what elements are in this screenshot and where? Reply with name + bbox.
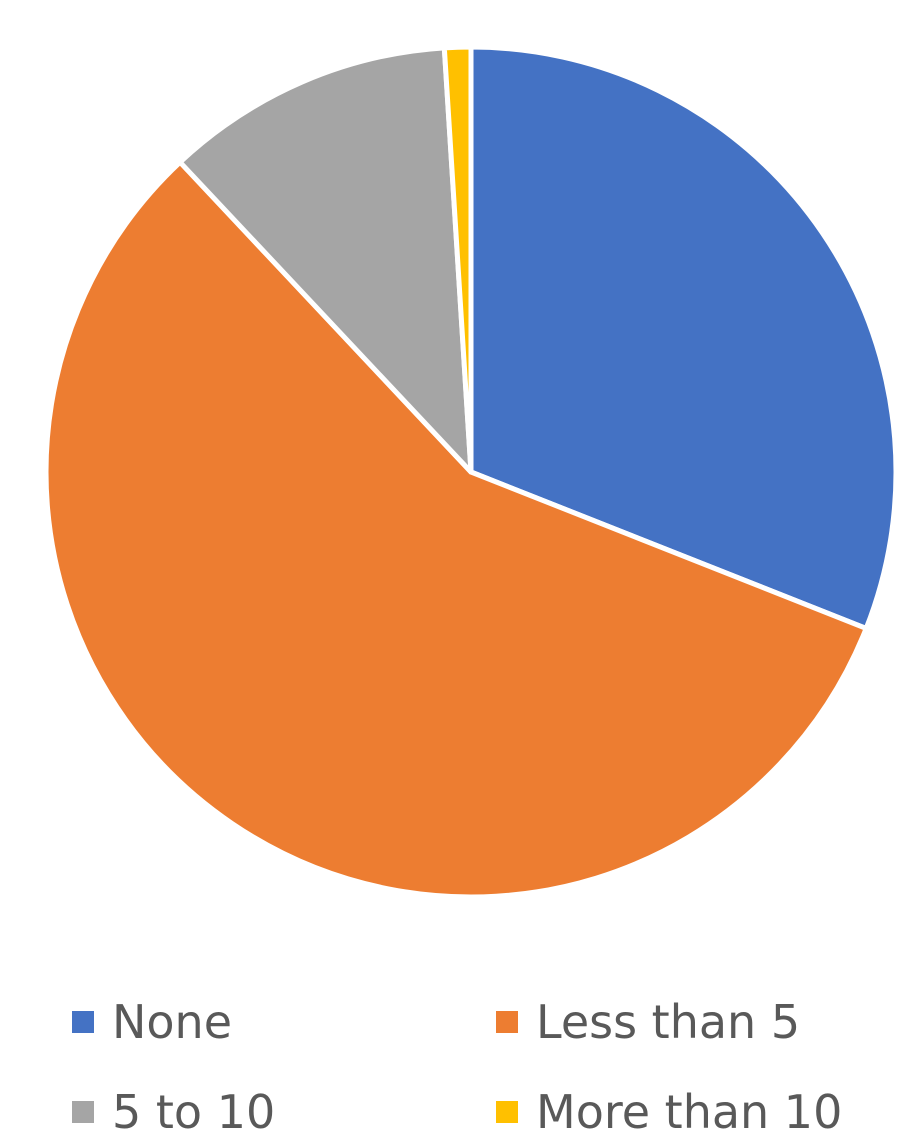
legend-item-more-than-10: More than 10 (496, 1077, 842, 1147)
legend-label-less-than-5: Less than 5 (536, 995, 801, 1049)
pie-slice-5-to-10 (177, 45, 474, 475)
legend-label-5-to-10: 5 to 10 (112, 1085, 276, 1139)
legend-label-none: None (112, 995, 233, 1049)
legend-swatch-none (72, 1011, 94, 1033)
legend-swatch-less-than-5 (496, 1011, 518, 1033)
legend-item-5-to-10: 5 to 10 (72, 1077, 275, 1147)
pie-slices (43, 44, 899, 900)
legend: None Less than 5 5 to 10 More than 10 (0, 975, 906, 1145)
pie-slice-more-than-10 (441, 44, 474, 475)
legend-swatch-more-than-10 (496, 1101, 518, 1123)
legend-item-less-than-5: Less than 5 (496, 987, 800, 1057)
legend-swatch-5-to-10 (72, 1101, 94, 1123)
pie-slice-none (468, 44, 899, 631)
legend-label-more-than-10: More than 10 (536, 1085, 843, 1139)
pie-slice-less-than-5 (43, 159, 869, 900)
legend-item-none: None (72, 987, 232, 1057)
